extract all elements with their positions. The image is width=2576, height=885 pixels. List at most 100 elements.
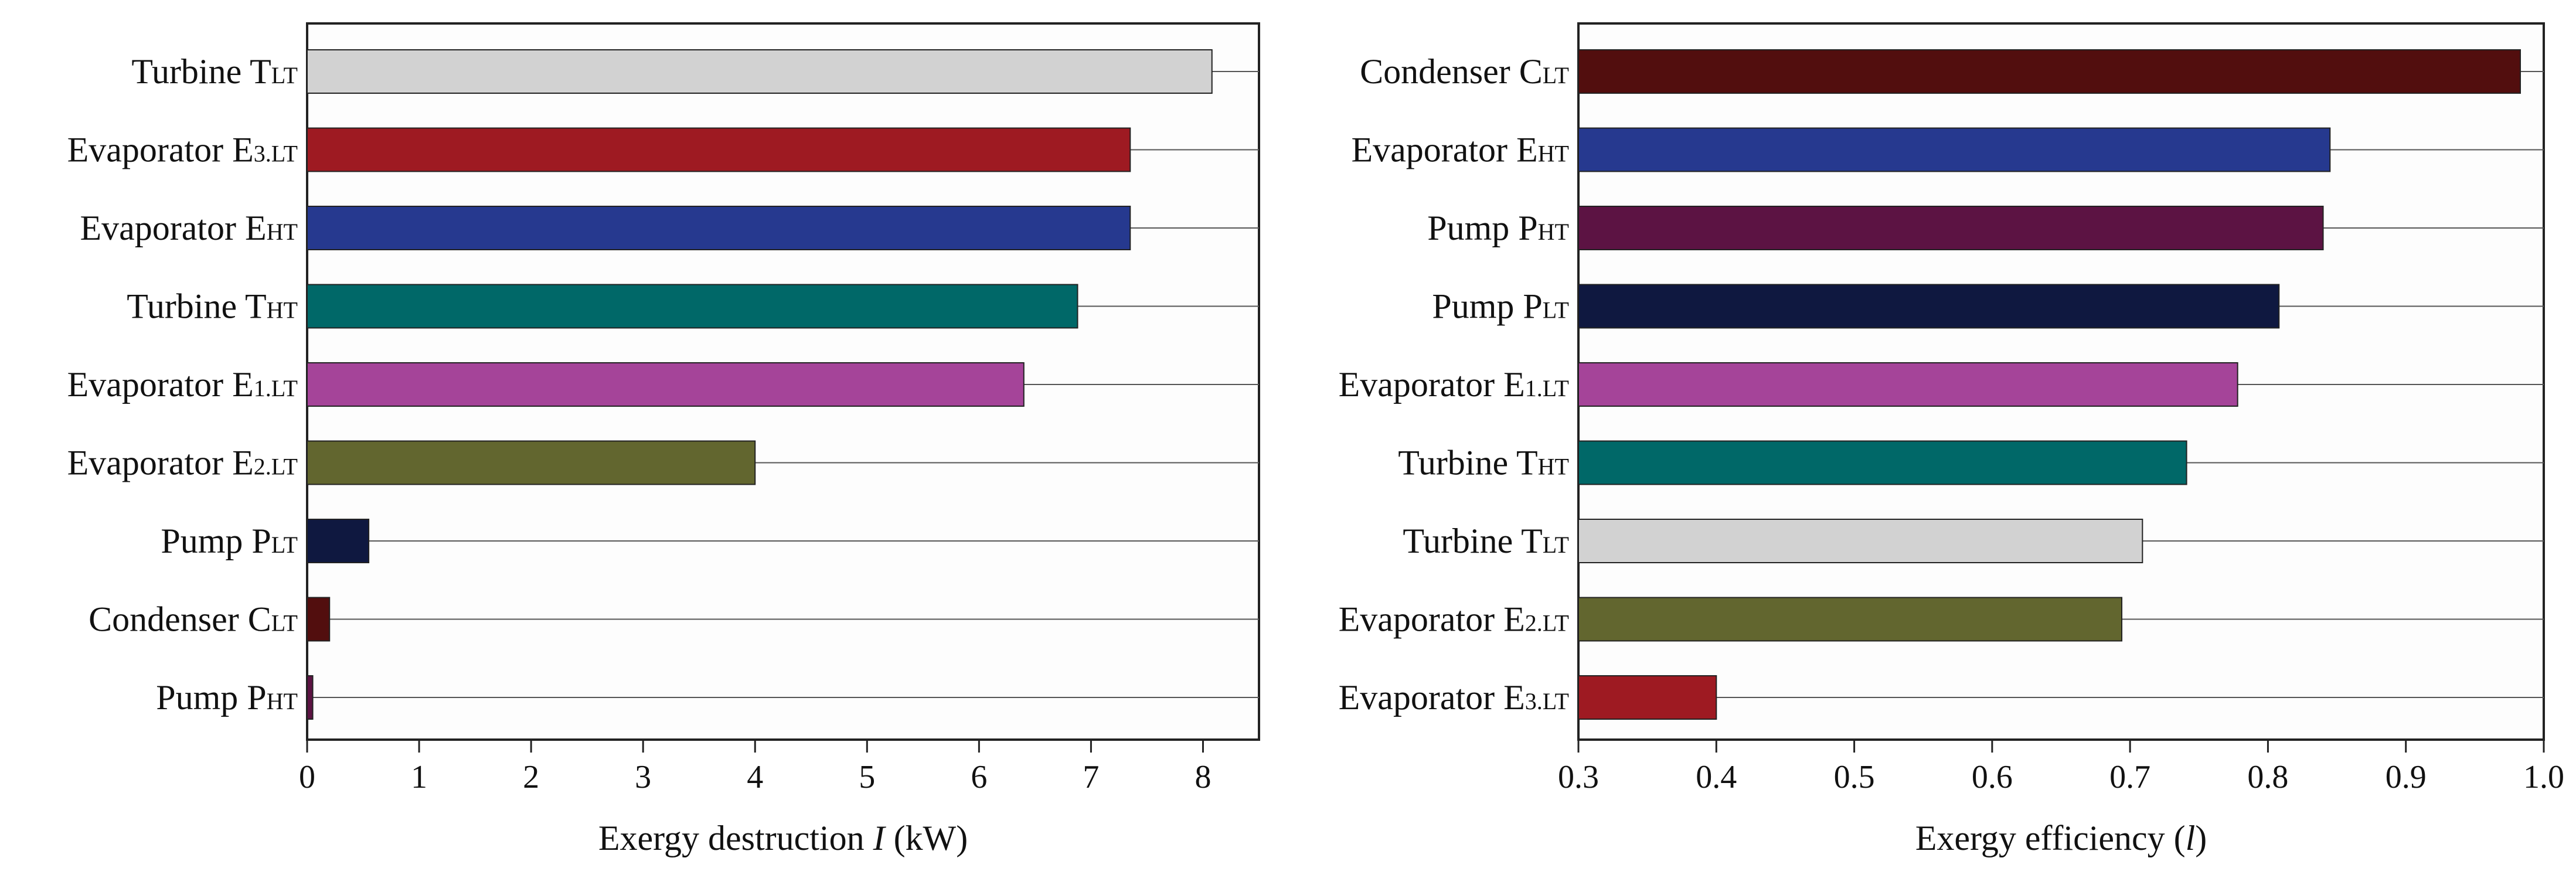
category-label: Condenser CLT <box>1360 52 1569 91</box>
category-label-main: Pump P <box>1432 287 1542 326</box>
category-label-main: Pump P <box>1427 209 1537 247</box>
category-label-subscript: HT <box>1538 219 1569 245</box>
x-tick-label: 5 <box>859 759 875 795</box>
x-axis-title-prefix: Exergy efficiency ( <box>1915 819 2186 857</box>
category-label-main: Evaporator E <box>67 131 254 169</box>
bar <box>307 49 1213 94</box>
bar <box>1578 675 1717 720</box>
category-label-subscript: HT <box>267 219 298 245</box>
bar <box>307 362 1025 407</box>
category-label: Pump PHT <box>156 678 298 717</box>
category-label-main: Evaporator E <box>1339 600 1525 639</box>
category-label: Evaporator E3.LT <box>67 131 298 169</box>
category-label-main: Condenser C <box>89 600 271 639</box>
x-tick-label: 4 <box>747 759 763 795</box>
category-label-main: Pump P <box>156 678 266 717</box>
category-label-subscript: 2.LT <box>1525 610 1569 636</box>
x-tick-label: 1.0 <box>2523 759 2564 795</box>
category-label-main: Turbine T <box>127 287 266 326</box>
category-label-main: Turbine T <box>1403 522 1542 560</box>
x-axis-title: Exergy destruction I (kW) <box>598 819 968 857</box>
category-label-main: Evaporator E <box>1351 131 1537 169</box>
category-label: Evaporator EHT <box>1351 131 1569 169</box>
x-tick-label: 0.9 <box>2386 759 2427 795</box>
category-label: Turbine TLT <box>131 52 298 91</box>
category-label: Evaporator E1.LT <box>1339 365 1569 404</box>
bar <box>307 206 1131 250</box>
x-axis-title-suffix: ) <box>2195 819 2207 857</box>
category-label: Evaporator EHT <box>80 209 298 247</box>
category-label: Evaporator E2.LT <box>67 444 298 482</box>
category-label-main: Pump P <box>161 522 271 560</box>
x-tick-label: 0.3 <box>1558 759 1599 795</box>
x-tick-label: 0.5 <box>1834 759 1875 795</box>
category-label-subscript: HT <box>1538 141 1569 167</box>
x-tick-label: 0.4 <box>1696 759 1737 795</box>
bar <box>307 440 756 485</box>
category-label-main: Turbine T <box>131 52 271 91</box>
x-tick-label: 2 <box>523 759 539 795</box>
x-tick-label: 0.6 <box>1972 759 2013 795</box>
bar <box>1578 206 2324 250</box>
category-label: Condenser CLT <box>89 600 298 639</box>
category-label-subscript: LT <box>1543 62 1569 88</box>
category-label-subscript: LT <box>1543 297 1569 324</box>
category-label-subscript: HT <box>267 688 298 714</box>
category-label-subscript: 3.LT <box>1525 688 1569 714</box>
category-label-main: Condenser C <box>1360 52 1543 91</box>
category-label: Pump PHT <box>1427 209 1569 247</box>
category-label-main: Evaporator E <box>1339 365 1525 404</box>
x-tick-label: 3 <box>635 759 651 795</box>
x-tick-label: 8 <box>1195 759 1211 795</box>
category-label-main: Turbine T <box>1398 444 1537 482</box>
x-tick-label: 0.7 <box>2109 759 2150 795</box>
bar <box>1578 440 2187 485</box>
x-tick-label: 0.8 <box>2247 759 2288 795</box>
category-label-subscript: 1.LT <box>254 375 298 401</box>
bar <box>307 519 370 563</box>
category-label-subscript: HT <box>1538 454 1569 480</box>
x-axis-title-suffix: (kW) <box>885 819 968 857</box>
category-label-subscript: HT <box>267 297 298 324</box>
x-axis-title: Exergy efficiency (l) <box>1915 819 2207 857</box>
category-label: Turbine TLT <box>1403 522 1569 560</box>
category-label-subscript: LT <box>271 610 298 636</box>
category-label-main: Evaporator E <box>80 209 266 247</box>
x-tick-label: 0 <box>299 759 315 795</box>
bar <box>307 597 331 642</box>
category-label: Evaporator E1.LT <box>67 365 298 404</box>
x-tick-label: 1 <box>411 759 427 795</box>
bar <box>1578 49 2521 94</box>
x-axis-title-symbol: I <box>873 819 887 857</box>
bar <box>307 675 314 720</box>
category-label: Evaporator E3.LT <box>1339 678 1569 717</box>
bar <box>1578 127 2331 172</box>
bar <box>307 127 1131 172</box>
x-tick-label: 6 <box>971 759 987 795</box>
category-label-main: Evaporator E <box>67 365 254 404</box>
category-label: Turbine THT <box>1398 444 1569 482</box>
category-label: Pump PLT <box>1432 287 1569 326</box>
category-label-subscript: 3.LT <box>254 141 298 167</box>
bar <box>1578 597 2123 642</box>
category-label-main: Evaporator E <box>67 444 254 482</box>
bar <box>1578 519 2143 563</box>
category-label-subscript: 2.LT <box>254 454 298 480</box>
category-label-subscript: LT <box>1543 532 1569 558</box>
category-label: Pump PLT <box>161 522 298 560</box>
x-axis-title-symbol: l <box>2186 819 2196 857</box>
x-axis-title-prefix: Exergy destruction <box>598 819 873 857</box>
category-label-subscript: LT <box>271 62 298 88</box>
category-label-subscript: 1.LT <box>1525 375 1569 401</box>
category-label-subscript: LT <box>271 532 298 558</box>
category-label-main: Evaporator E <box>1339 678 1525 717</box>
bar <box>1578 284 2280 329</box>
bar <box>307 284 1078 329</box>
category-label: Evaporator E2.LT <box>1339 600 1569 639</box>
category-label: Turbine THT <box>127 287 298 326</box>
bar <box>1578 362 2238 407</box>
x-tick-label: 7 <box>1083 759 1099 795</box>
